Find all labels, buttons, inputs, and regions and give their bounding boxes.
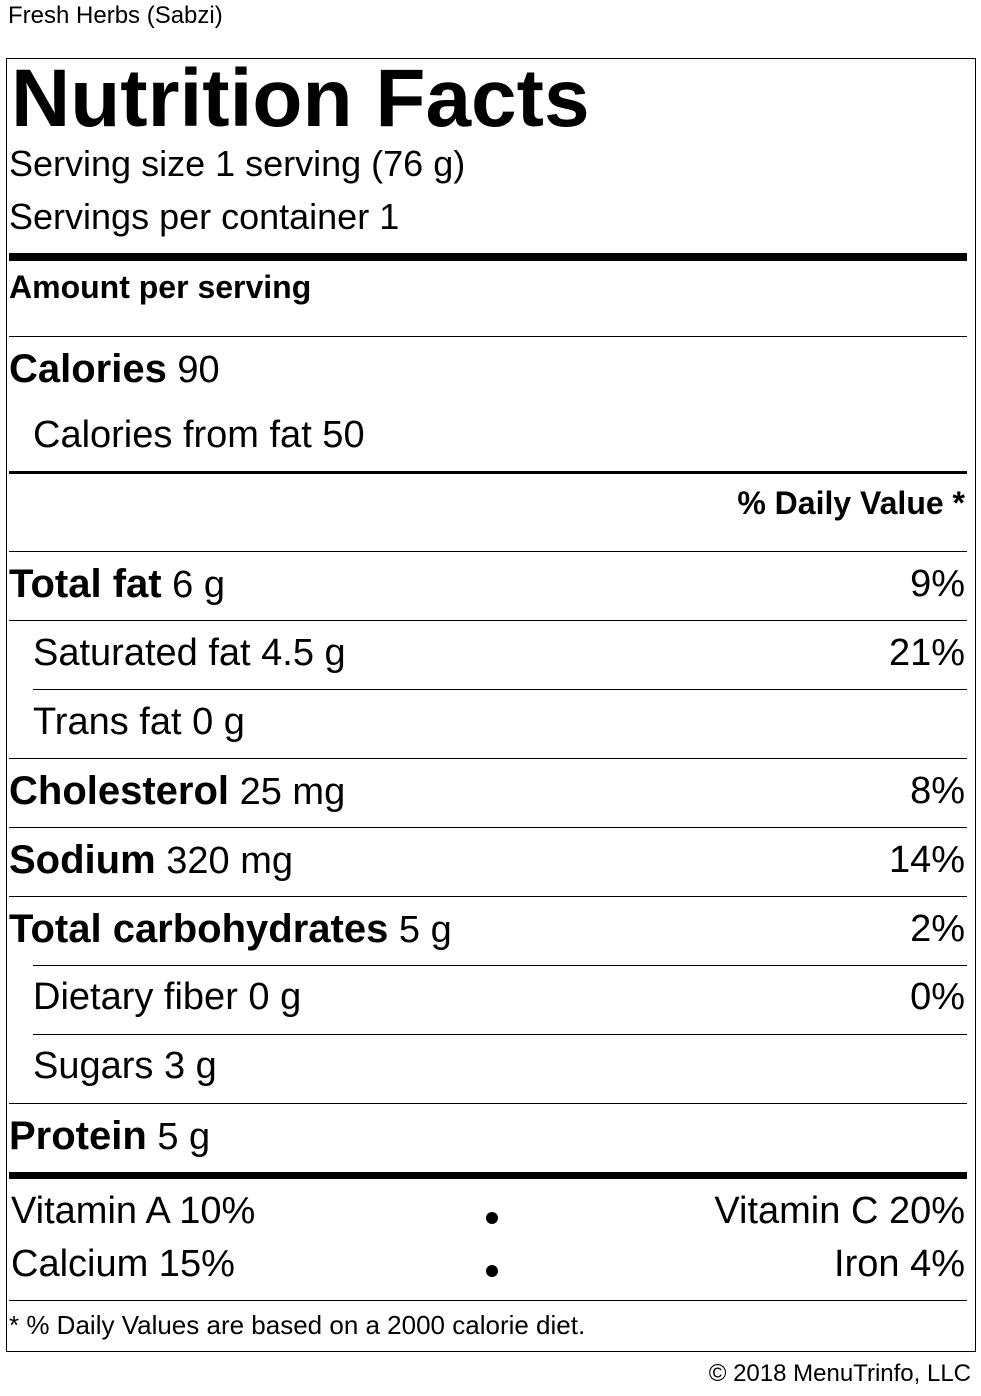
calcium: Calcium 15% [11,1243,235,1285]
serving-size: Serving size 1 serving (76 g) [9,143,466,184]
servings-per-container: Servings per container 1 [9,196,400,237]
divider [9,1103,967,1104]
bullet-icon [486,1265,498,1277]
divider [9,896,967,897]
divider [9,1300,967,1301]
nutrient-name: Cholesterol [9,769,230,813]
nutrient-row-cholesterol: Cholesterol 25 mg [9,769,345,814]
divider [33,1034,967,1035]
vitamin-a: Vitamin A 10% [11,1190,256,1232]
nutrient-amount: 0 g [192,701,245,743]
divider [9,551,967,552]
divider [33,689,967,690]
nutrient-row-dietary-fiber: Dietary fiber 0 g [33,975,301,1019]
nutrient-name: Sodium [9,838,156,882]
calories-value: 90 [177,349,220,391]
nutrient-dv: 9% [910,563,965,605]
nutrition-label: Nutrition Facts Serving size 1 serving (… [6,53,976,1352]
thick-rule [9,1172,967,1179]
nutrient-name: Total fat [9,562,162,606]
nutrient-name: Sugars [33,1045,154,1087]
vitamin-c: Vitamin C 20% [714,1190,965,1232]
nutrient-row-protein: Protein 5 g [9,1114,210,1159]
nutrient-row-total-fat: Total fat 6 g [9,562,225,607]
nutrient-amount: 5 g [157,1116,211,1158]
nutrient-dv: 2% [910,908,965,950]
calories-row: Calories 90 [9,347,220,392]
divider [9,336,967,337]
nutrient-amount: 25 mg [239,771,346,813]
nutrient-name: Protein [9,1114,147,1158]
footnote: * % Daily Values are based on a 2000 cal… [9,1310,586,1340]
nutrient-dv: 0% [910,976,965,1018]
nutrient-amount: 0 g [248,976,302,1018]
nutrient-row-sugars: Sugars 3 g [33,1044,217,1088]
nutrient-row-saturated-fat: Saturated fat 4.5 g [33,631,346,675]
nutrient-dv: 8% [910,770,965,812]
divider [9,758,967,759]
nutrient-name: Dietary fiber [33,976,238,1018]
iron: Iron 4% [834,1243,965,1285]
product-name: Fresh Herbs (Sabzi) [8,2,223,29]
label-title: Nutrition Facts [11,53,590,144]
divider [9,827,967,828]
nutrient-row-trans-fat: Trans fat 0 g [33,700,245,744]
nutrient-dv: 21% [888,632,965,674]
thick-rule [9,253,967,261]
nutrient-name: Trans fat [33,701,182,743]
nutrient-name: Saturated fat [33,632,251,674]
amount-per-serving: Amount per serving [9,269,312,305]
bullet-icon [486,1212,498,1224]
nutrient-dv: 14% [888,839,965,881]
medium-rule [9,471,967,474]
nutrient-row-sodium: Sodium 320 mg [9,838,293,883]
copyright: © 2018 MenuTrinfo, LLC [708,1360,971,1387]
divider [33,965,967,966]
nutrient-row-total-carbohydrates: Total carbohydrates 5 g [9,907,452,952]
nutrient-amount: 4.5 g [261,632,346,674]
calories-from-fat: Calories from fat 50 [33,414,365,456]
nutrient-name: Total carbohydrates [9,907,389,951]
nutrient-amount: 320 mg [166,840,293,882]
nutrient-amount: 5 g [398,909,452,951]
calories-label: Calories [9,347,167,391]
daily-value-header: % Daily Value * [737,485,965,521]
divider [9,620,967,621]
nutrient-amount: 3 g [163,1045,217,1087]
nutrient-amount: 6 g [172,564,225,606]
